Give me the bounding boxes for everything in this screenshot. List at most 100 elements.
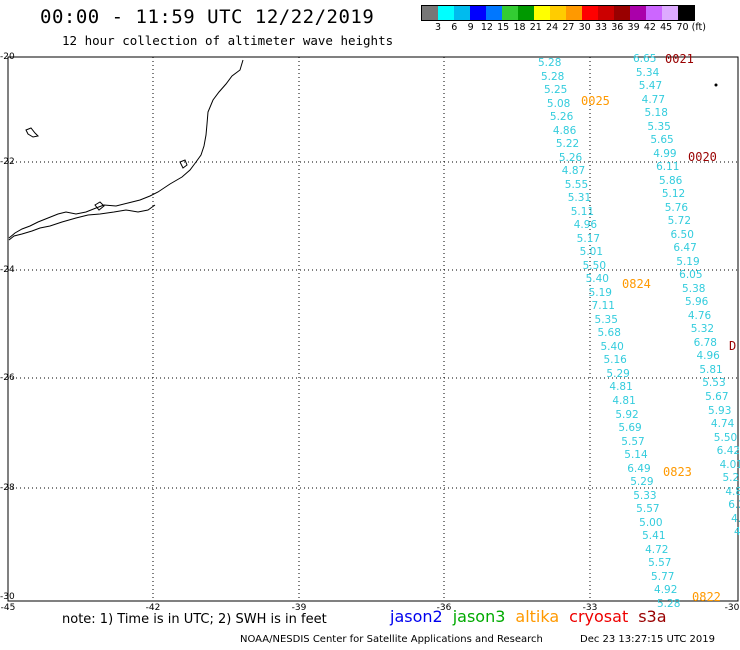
colorbar-swatch: [662, 6, 678, 20]
legend-jason3: jason3: [452, 607, 506, 626]
lat-label: -24: [0, 265, 15, 275]
colorbar-swatch: [534, 6, 550, 20]
wave-height-value: 6.78: [693, 336, 717, 349]
pass-time-label: 0021: [665, 52, 694, 66]
wave-height-value: 5.47: [638, 80, 663, 93]
wave-height-value: 5.65: [650, 134, 674, 147]
lat-label: -22: [0, 157, 15, 167]
wave-height-value: 5.67: [705, 391, 729, 403]
wave-height-value: 5.31: [567, 192, 592, 205]
wave-height-value: 5.01: [579, 246, 604, 259]
colorbar-label: 30: [578, 22, 591, 33]
colorbar-swatch: [438, 6, 454, 20]
wave-height-value: 5.26: [558, 151, 583, 164]
colorbar-swatch: [486, 6, 502, 20]
colorbar-label: 3: [434, 22, 442, 33]
colorbar-swatch: [646, 6, 662, 20]
pass-time-label: 0822: [692, 590, 721, 604]
wave-height-value: 5.40: [585, 273, 609, 286]
coast-island: [94, 201, 105, 211]
wave-height-value: 5.28: [538, 57, 562, 69]
wave-height-value: 4.74: [710, 418, 735, 431]
wave-height-value: 5.22: [555, 138, 580, 151]
colorbar-label: 33: [594, 22, 608, 33]
wave-height-value: 6.50: [670, 228, 694, 241]
lon-label: -42: [145, 603, 161, 613]
colorbar-swatch: [630, 6, 646, 20]
colorbar-label: 42: [643, 22, 656, 33]
wave-height-value: 5.28: [657, 597, 681, 610]
wave-height-value: 4.01: [719, 458, 740, 471]
wave-height-value: 5.29: [630, 476, 654, 489]
page-title: 00:00 - 11:59 UTC 12/22/2019: [40, 6, 375, 28]
wave-height-value: 5.19: [676, 255, 700, 268]
coastline: [8, 59, 244, 239]
pass-time-label: D: [729, 339, 737, 353]
wave-height-value: 4.81: [609, 381, 633, 394]
colorbar-swatch: [614, 6, 630, 20]
colorbar-swatch: [678, 6, 694, 20]
wave-height-value: 5.11: [570, 205, 595, 218]
colorbar-label: 27: [562, 22, 575, 33]
lon-label: -45: [0, 603, 16, 613]
wave-height-value: 5.50: [582, 259, 607, 272]
legend-jason2: jason2: [390, 607, 443, 626]
wave-height-value: 5.96: [684, 296, 709, 309]
wave-height-value: 6.49: [627, 462, 651, 475]
wave-height-value: 6.42: [716, 445, 740, 458]
wave-height-value: 5.81: [699, 363, 723, 376]
wave-height-value: 6.11: [656, 161, 680, 174]
wave-height-value: 5.00: [639, 516, 663, 529]
lon-label: -36: [436, 603, 452, 613]
wave-height-value: 5.34: [635, 66, 660, 79]
wave-height-value: 5.18: [644, 107, 668, 120]
colorbar-label: 24: [546, 22, 559, 33]
wave-height-value: 5.77: [651, 570, 675, 583]
wave-height-value: 6.65: [633, 53, 657, 65]
wave-height-value: 5.19: [588, 286, 612, 299]
wave-height-value: 5.29: [606, 367, 630, 380]
wave-height-value: 5.25: [543, 84, 568, 97]
colorbar-swatch: [550, 6, 566, 20]
wave-height-value: 4.87: [561, 165, 586, 178]
wave-height-value: 5.57: [636, 503, 660, 516]
colorbar-swatch: [566, 6, 582, 20]
lat-label: -28: [0, 483, 15, 493]
pass-time-label: 0824: [622, 277, 651, 291]
colorbar-swatch: [470, 6, 486, 20]
wave-height-value: 6.47: [673, 242, 697, 255]
colorbar-label: 9: [467, 22, 474, 33]
map-dot: [714, 83, 718, 87]
wave-height-value: 5.28: [540, 70, 565, 83]
lon-label: -33: [582, 603, 598, 613]
wave-height-value: 5.32: [690, 323, 715, 336]
wave-height-value: 4.8: [725, 485, 740, 498]
colorbar-swatch: [422, 6, 438, 20]
coast-island: [179, 159, 188, 169]
wave-height-value: 4.72: [645, 543, 669, 556]
wave-height-value: 5.57: [621, 435, 645, 448]
coast-island: [25, 127, 40, 138]
wave-height-value: 5.55: [564, 178, 589, 191]
wave-height-value: 7.11: [591, 300, 615, 313]
colorbar-label: 70: [676, 22, 689, 33]
wave-height-value: 4.: [734, 526, 740, 539]
colorbar-label: 39: [627, 22, 640, 33]
colorbar-label: 12: [480, 22, 493, 33]
wave-height-value: 5.41: [642, 530, 666, 543]
wave-height-value: 6.05: [679, 269, 703, 282]
colorbar-label: 21: [529, 22, 542, 33]
wave-height-value: 4.77: [641, 93, 666, 106]
wave-height-value: 5.26: [549, 111, 574, 124]
lon-label: -39: [291, 603, 307, 613]
colorbar-label: 36: [611, 22, 624, 33]
colorbar-label: 45: [660, 22, 673, 33]
colorbar-swatch: [502, 6, 518, 20]
legend-s3a: s3a: [638, 607, 667, 626]
footer-credit: NOAA/NESDIS Center for Satellite Applica…: [240, 634, 543, 645]
colorbar-swatch: [518, 6, 534, 20]
pass-time-label: 0823: [663, 465, 692, 479]
wave-height-value: 5.93: [708, 404, 732, 417]
wave-height-value: 4.76: [687, 309, 712, 322]
